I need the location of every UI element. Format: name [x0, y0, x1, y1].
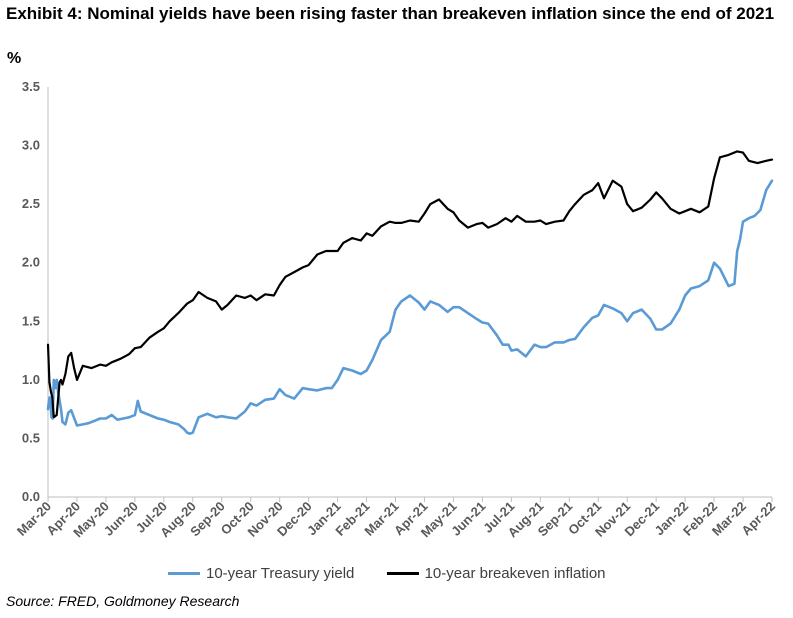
- legend-swatch-treasury: [168, 572, 200, 575]
- y-tick-label: 0.0: [22, 489, 40, 504]
- y-tick-label: 0.5: [22, 430, 40, 445]
- legend-swatch-breakeven: [386, 572, 419, 575]
- source-note: Source: FRED, Goldmoney Research: [6, 593, 240, 609]
- y-tick-label: 2.0: [22, 255, 40, 270]
- y-tick-label: 1.0: [22, 372, 40, 387]
- y-tick-label: 2.5: [22, 196, 40, 211]
- y-tick-label: 3.5: [22, 79, 40, 94]
- legend-item-treasury: 10-year Treasury yield: [168, 565, 354, 582]
- legend-label-treasury: 10-year Treasury yield: [206, 565, 355, 582]
- series-line-breakeven: [46, 150, 774, 419]
- y-tick-label: 1.5: [22, 313, 40, 328]
- chart-title: Exhibit 4: Nominal yields have been risi…: [6, 4, 775, 23]
- legend-label-breakeven: 10-year breakeven inflation: [424, 565, 606, 582]
- legend-item-breakeven: 10-year breakeven inflation: [386, 565, 606, 582]
- series-line-treasury: [46, 179, 774, 436]
- y-tick-label: 3.0: [22, 138, 40, 153]
- legend: 10-year Treasury yield 10-year breakeven…: [168, 562, 634, 582]
- y-unit-label: %: [7, 50, 22, 67]
